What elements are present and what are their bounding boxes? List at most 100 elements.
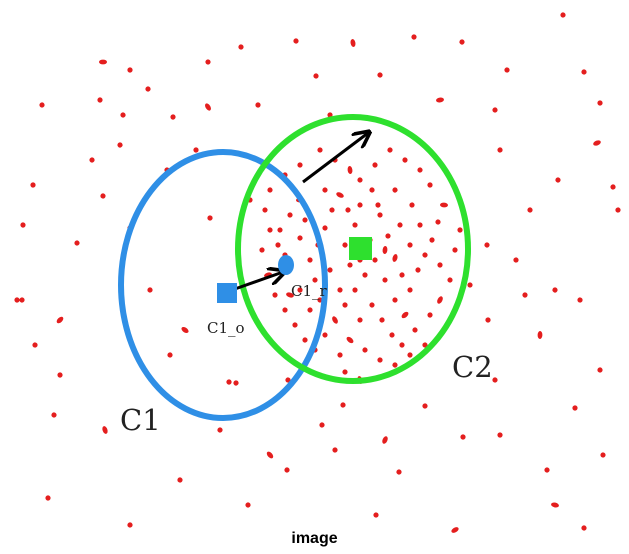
data-point bbox=[342, 369, 348, 375]
data-point bbox=[375, 202, 381, 208]
cluster-2-boundary bbox=[235, 114, 471, 384]
data-point bbox=[337, 352, 343, 358]
original-centroid-marker bbox=[217, 283, 237, 303]
data-point bbox=[422, 403, 428, 409]
data-point bbox=[447, 277, 453, 283]
data-point bbox=[485, 317, 491, 323]
data-point bbox=[409, 202, 415, 208]
data-point bbox=[379, 317, 385, 323]
data-point bbox=[312, 277, 318, 283]
data-point bbox=[387, 147, 393, 153]
cluster-2-centroid-marker bbox=[349, 237, 372, 260]
cluster-2-shift-arrow bbox=[302, 133, 368, 184]
data-point bbox=[233, 380, 239, 386]
data-point bbox=[435, 219, 441, 225]
data-point bbox=[205, 103, 211, 111]
data-point bbox=[347, 166, 353, 174]
data-point bbox=[412, 327, 418, 333]
data-point bbox=[284, 467, 290, 473]
data-point bbox=[307, 257, 313, 263]
data-point bbox=[415, 267, 421, 273]
data-point bbox=[292, 322, 298, 328]
data-point bbox=[600, 452, 606, 458]
data-point bbox=[399, 272, 405, 278]
data-point bbox=[332, 316, 338, 324]
data-point bbox=[350, 39, 356, 47]
data-point bbox=[322, 187, 328, 193]
data-point bbox=[117, 142, 123, 148]
data-point bbox=[560, 12, 566, 18]
data-point bbox=[457, 227, 463, 233]
data-point bbox=[504, 67, 510, 73]
data-point bbox=[369, 302, 375, 308]
data-point bbox=[193, 147, 199, 153]
data-point bbox=[170, 114, 176, 120]
data-point bbox=[207, 215, 213, 221]
data-point bbox=[342, 242, 348, 248]
data-point bbox=[127, 67, 133, 73]
data-point bbox=[272, 292, 278, 298]
data-point bbox=[322, 332, 328, 338]
data-point bbox=[285, 377, 291, 383]
data-point bbox=[392, 187, 398, 193]
data-point bbox=[397, 222, 403, 228]
data-point bbox=[177, 477, 183, 483]
data-point bbox=[57, 372, 63, 378]
data-point bbox=[51, 412, 57, 418]
data-point bbox=[297, 162, 303, 168]
data-point bbox=[319, 422, 325, 428]
data-point bbox=[267, 227, 273, 233]
data-point bbox=[286, 292, 294, 298]
data-point bbox=[302, 337, 308, 343]
cluster-1-boundary bbox=[118, 149, 328, 421]
data-point bbox=[226, 379, 232, 385]
cluster-2-label: C2 bbox=[452, 350, 493, 384]
data-point bbox=[282, 307, 288, 313]
data-point bbox=[459, 39, 465, 45]
data-point bbox=[513, 257, 519, 263]
data-point bbox=[377, 357, 383, 363]
data-point bbox=[20, 222, 26, 228]
data-point bbox=[396, 469, 402, 475]
data-point bbox=[551, 502, 559, 508]
data-point bbox=[45, 495, 51, 501]
data-point bbox=[313, 73, 319, 79]
data-point bbox=[74, 240, 80, 246]
data-point bbox=[527, 207, 533, 213]
data-point bbox=[352, 287, 358, 293]
data-point bbox=[167, 352, 173, 358]
data-point bbox=[259, 247, 265, 253]
data-point bbox=[293, 38, 299, 44]
data-point bbox=[352, 222, 358, 228]
data-point bbox=[484, 242, 490, 248]
data-point bbox=[362, 272, 368, 278]
data-point bbox=[89, 157, 95, 163]
data-point bbox=[302, 217, 308, 223]
data-point bbox=[492, 107, 498, 113]
data-point bbox=[357, 317, 363, 323]
data-point bbox=[392, 254, 398, 262]
data-point bbox=[217, 427, 223, 433]
data-point bbox=[402, 157, 408, 163]
data-point bbox=[497, 147, 503, 153]
data-points bbox=[14, 12, 621, 533]
data-point bbox=[97, 97, 103, 103]
data-point bbox=[346, 336, 354, 344]
data-point bbox=[581, 525, 587, 531]
data-point bbox=[317, 147, 323, 153]
data-point bbox=[460, 434, 466, 440]
data-point bbox=[385, 233, 391, 239]
data-point bbox=[610, 184, 616, 190]
data-point bbox=[181, 326, 189, 334]
centroid-shift-arrow bbox=[231, 272, 283, 292]
data-point bbox=[552, 287, 558, 293]
data-point bbox=[597, 100, 603, 106]
data-point bbox=[372, 162, 378, 168]
data-point bbox=[422, 342, 428, 348]
data-point bbox=[407, 352, 413, 358]
data-point bbox=[357, 177, 363, 183]
data-point bbox=[427, 182, 433, 188]
data-point bbox=[429, 237, 435, 243]
data-point bbox=[492, 377, 498, 383]
